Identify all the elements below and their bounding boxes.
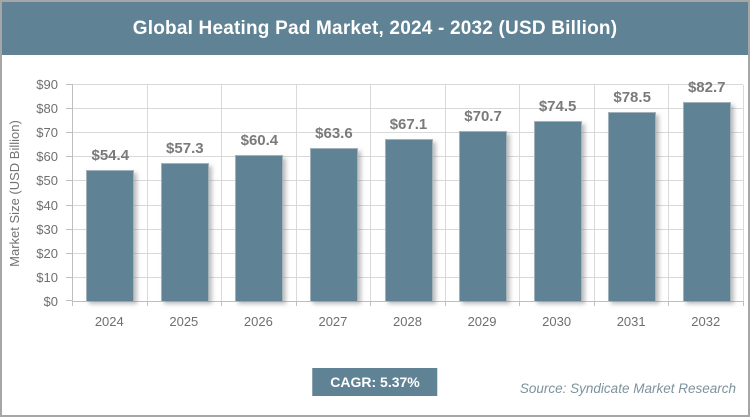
bar-2024 xyxy=(86,169,135,301)
bar-2028 xyxy=(384,139,433,301)
bar-2032 xyxy=(682,101,731,301)
bar-value-label: $74.5 xyxy=(538,98,577,116)
bar-value-label: $63.6 xyxy=(315,124,353,142)
gridline-horizontal xyxy=(73,84,743,85)
y-tick-label: $90 xyxy=(36,77,58,92)
y-axis-tick xyxy=(66,132,73,134)
y-axis-tick xyxy=(66,204,73,206)
bar-2029 xyxy=(459,130,508,301)
y-axis-tick-labels: $0 $10 $20 $30 $40 $50 $60 $70 $80 $90 xyxy=(2,77,58,309)
x-axis-tick xyxy=(668,301,670,306)
x-tick-label-2027: 2027 xyxy=(318,314,348,329)
gridline-horizontal xyxy=(73,132,743,134)
bar-value-label: $67.1 xyxy=(389,116,428,134)
x-axis-tick xyxy=(743,301,744,306)
x-tick-label-2030: 2030 xyxy=(542,314,572,329)
bar-2025 xyxy=(160,162,209,301)
plot-area: $54.4 $57.3 $60.4 $63.6 $67.1 $70.7 $74.5 $78.5… xyxy=(66,79,744,306)
gridline-vertical xyxy=(221,85,223,301)
x-axis-tick xyxy=(295,301,297,306)
x-axis-tick xyxy=(444,301,446,306)
x-axis-tick xyxy=(519,301,521,306)
gridline-vertical xyxy=(370,85,372,301)
gridline-vertical xyxy=(593,85,595,301)
source-attribution: Source: Syndicate Market Research xyxy=(519,381,736,396)
gridline-vertical xyxy=(295,85,297,301)
x-tick-label-2024: 2024 xyxy=(94,314,124,329)
x-axis-tick xyxy=(72,301,73,306)
y-tick-label: $10 xyxy=(36,269,58,285)
bar-value-label: $54.4 xyxy=(91,146,130,164)
cagr-badge: CAGR: 5.37% xyxy=(312,368,438,396)
y-tick-label: $0 xyxy=(43,294,58,309)
bar-value-label: $78.5 xyxy=(613,88,651,106)
y-tick-label: $20 xyxy=(36,245,58,261)
bar-value-label: $57.3 xyxy=(166,139,204,157)
chart-title: Global Heating Pad Market, 2024 - 2032 (… xyxy=(132,17,618,39)
x-axis-tick xyxy=(221,301,223,306)
x-tick-label-2032: 2032 xyxy=(691,314,721,329)
y-axis-tick xyxy=(66,252,73,254)
y-axis-tick xyxy=(66,156,73,158)
y-axis-tick xyxy=(66,108,73,110)
y-axis-tick xyxy=(66,276,73,278)
bar-2031 xyxy=(608,111,657,301)
x-tick-label-2026: 2026 xyxy=(243,314,273,329)
x-tick-label-2031: 2031 xyxy=(616,314,646,329)
bar-2030 xyxy=(533,121,582,301)
y-axis-tick xyxy=(66,300,73,301)
bar-value-label: $70.7 xyxy=(464,107,502,125)
x-tick-label-2029: 2029 xyxy=(467,314,497,329)
cagr-label: CAGR: 5.37% xyxy=(330,374,420,390)
x-tick-label-2028: 2028 xyxy=(393,314,422,329)
bar-value-label: $82.7 xyxy=(687,78,726,96)
y-axis-tick xyxy=(66,84,73,85)
y-tick-label: $60 xyxy=(36,149,58,165)
y-axis-tick xyxy=(66,180,73,182)
bar-2026 xyxy=(235,155,284,301)
y-tick-label: $70 xyxy=(36,125,58,141)
y-tick-label: $50 xyxy=(36,173,58,189)
y-tick-label: $40 xyxy=(36,197,58,213)
y-axis-tick xyxy=(66,228,73,230)
bar-value-label: $60.4 xyxy=(240,132,279,150)
gridline-vertical xyxy=(146,85,148,301)
y-tick-label: $30 xyxy=(36,221,58,237)
y-tick-label: $80 xyxy=(36,101,58,117)
gridline-vertical xyxy=(668,85,670,301)
x-axis-tick xyxy=(146,301,148,306)
x-axis-tick-labels: 2024 2025 2026 2027 2028 2029 2030 2031 2032 xyxy=(72,313,743,331)
x-tick-label-2025: 2025 xyxy=(169,314,199,329)
x-axis-tick xyxy=(593,301,595,306)
gridline-horizontal xyxy=(73,108,743,110)
chart-title-bar: Global Heating Pad Market, 2024 - 2032 (… xyxy=(2,2,748,55)
bar-2027 xyxy=(309,147,358,301)
gridline-vertical xyxy=(519,85,521,301)
gridline-vertical xyxy=(444,85,446,301)
gridline-vertical xyxy=(743,85,744,301)
x-axis-tick xyxy=(370,301,372,306)
